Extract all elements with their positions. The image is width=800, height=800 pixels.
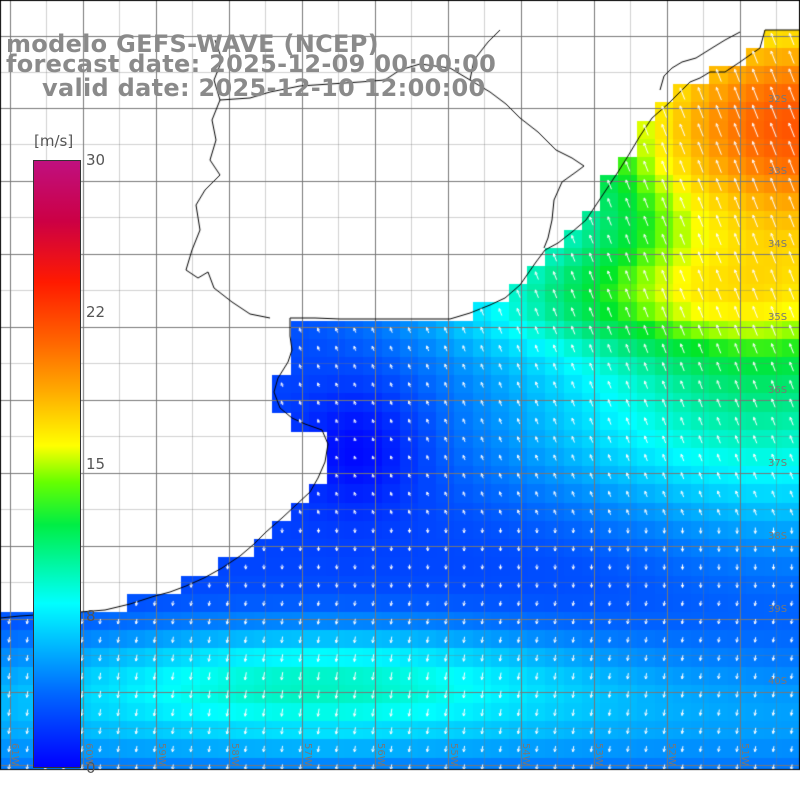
- colorbar-unit-label: [m/s]: [34, 132, 74, 150]
- lon-label-56w: 56W: [375, 743, 386, 766]
- colorbar-tick-8: 8: [86, 607, 96, 625]
- colorbar-tick-15: 15: [86, 455, 106, 473]
- lat-label-37s: 37S: [768, 458, 788, 469]
- lat-label-38s: 38S: [768, 531, 788, 542]
- lon-label-54w: 54W: [520, 743, 531, 766]
- lon-label-51w: 51W: [739, 743, 750, 766]
- colorbar: [33, 160, 81, 768]
- map-title-valid-date: valid date: 2025-12-10 12:00:00: [42, 74, 486, 102]
- lon-label-57w: 57W: [302, 743, 313, 766]
- lat-label-40s: 40S: [768, 676, 788, 687]
- colorbar-tick-30: 30: [86, 151, 106, 169]
- lon-label-61w: 61W: [9, 743, 20, 766]
- lat-label-36s: 36S: [768, 385, 788, 396]
- lon-label-60w: 60W: [83, 743, 94, 766]
- colorbar-tick-22: 22: [86, 303, 106, 321]
- lon-label-58w: 58W: [229, 743, 240, 766]
- lon-label-59w: 59W: [156, 743, 167, 766]
- lat-label-33s: 33S: [768, 166, 788, 177]
- lon-label-52w: 52W: [666, 743, 677, 766]
- colorbar-tick-0: 0: [86, 759, 96, 777]
- lat-label-32s: 32S: [768, 94, 788, 105]
- lat-label-39s: 39S: [768, 604, 788, 615]
- lat-label-35s: 35S: [768, 312, 788, 323]
- lon-label-53w: 53W: [593, 743, 604, 766]
- map-title-model: modelo GEFS-WAVE (NCEP): [6, 30, 379, 58]
- map-title-forecast-date: forecast date: 2025-12-09 00:00:00: [6, 50, 497, 78]
- lat-label-34s: 34S: [768, 239, 788, 250]
- lon-label-55w: 55W: [448, 743, 459, 766]
